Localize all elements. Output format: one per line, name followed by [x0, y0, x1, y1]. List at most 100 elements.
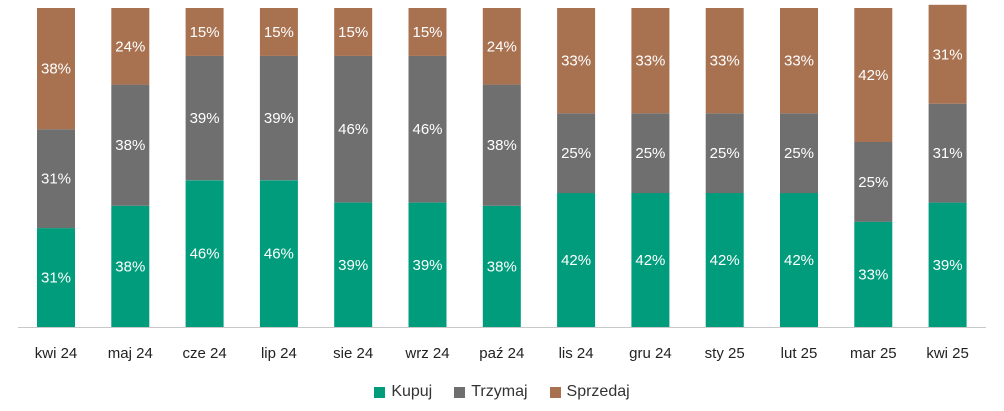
x-tick-label-4: sie 24 — [333, 345, 373, 362]
bar-segment-kupuj-8 — [631, 193, 670, 327]
x-tick-label-10: lut 25 — [781, 345, 818, 362]
data-label-kupuj-10: 42% — [784, 252, 814, 269]
bar-segment-kupuj-4 — [334, 202, 373, 327]
chart-plot-area: 31% 31% 38% 38% 38% 24% 46% 39% 15% 46% 39% 15% 39% 4… — [18, 4, 986, 362]
bar-segment-trzymaj-9 — [705, 113, 744, 194]
data-label-trzymaj-9: 25% — [710, 145, 740, 162]
legend-label-sprzedaj: Sprzedaj — [566, 383, 630, 400]
data-label-kupuj-11: 33% — [858, 266, 888, 283]
bar-segment-sprzedaj-10 — [780, 8, 818, 114]
bar-segment-kupuj-9 — [705, 193, 744, 327]
bar-segment-trzymaj-6 — [482, 84, 521, 206]
data-label-sprzedaj-11: 42% — [858, 67, 888, 84]
legend-item-sprzedaj: Sprzedaj — [549, 383, 630, 401]
data-label-sprzedaj-2: 15% — [190, 24, 220, 41]
data-label-sprzedaj-9: 33% — [710, 53, 740, 70]
bar-segment-trzymaj-1 — [111, 84, 150, 206]
data-label-sprzedaj-6: 24% — [487, 38, 517, 55]
x-tick-label-7: lis 24 — [559, 345, 594, 362]
bar-segment-trzymaj-11 — [854, 142, 893, 222]
data-label-kupuj-9: 42% — [710, 252, 740, 269]
bar-segment-trzymaj-10 — [780, 113, 818, 194]
x-tick-label-11: mar 25 — [850, 345, 897, 362]
bar-segment-trzymaj-7 — [557, 113, 596, 194]
bar-segment-trzymaj-2 — [185, 55, 224, 181]
data-label-sprzedaj-1: 24% — [115, 38, 145, 55]
data-label-sprzedaj-8: 33% — [635, 53, 665, 70]
data-label-trzymaj-7: 25% — [561, 145, 591, 162]
data-label-sprzedaj-7: 33% — [561, 53, 591, 70]
data-label-sprzedaj-5: 15% — [412, 24, 442, 41]
x-tick-label-2: cze 24 — [182, 345, 226, 362]
legend-swatch-kupuj — [374, 386, 386, 398]
data-label-trzymaj-10: 25% — [784, 145, 814, 162]
x-tick-label-12: kwi 25 — [926, 345, 969, 362]
data-label-sprzedaj-10: 33% — [784, 53, 814, 70]
data-label-sprzedaj-4: 15% — [338, 24, 368, 41]
data-label-sprzedaj-12: 31% — [933, 46, 963, 63]
data-label-trzymaj-4: 46% — [338, 121, 368, 138]
data-label-kupuj-3: 46% — [264, 246, 294, 263]
bar-segment-trzymaj-4 — [334, 55, 373, 203]
bar-segment-sprzedaj-6 — [482, 8, 521, 85]
bar-segment-sprzedaj-5 — [408, 8, 447, 56]
legend-label-kupuj: Kupuj — [391, 383, 433, 400]
bar-segment-kupuj-12 — [928, 202, 967, 327]
x-tick-label-9: sty 25 — [705, 345, 745, 362]
data-label-kupuj-8: 42% — [635, 252, 665, 269]
bar-segment-kupuj-5 — [408, 202, 447, 327]
bar-segment-sprzedaj-12 — [928, 4, 967, 104]
data-label-trzymaj-12: 31% — [933, 145, 963, 162]
data-label-trzymaj-2: 39% — [190, 110, 220, 127]
data-label-sprzedaj-3: 15% — [264, 24, 294, 41]
data-label-trzymaj-1: 38% — [115, 137, 145, 154]
bar-segment-trzymaj-3 — [259, 55, 298, 181]
bar-segment-trzymaj-5 — [408, 55, 447, 203]
x-tick-label-0: kwi 24 — [35, 345, 78, 362]
legend-swatch-sprzedaj — [549, 386, 561, 398]
data-label-trzymaj-3: 39% — [264, 110, 294, 127]
bar-segment-kupuj-6 — [482, 205, 521, 327]
legend-item-kupuj: Kupuj — [374, 383, 432, 401]
data-label-sprzedaj-0: 38% — [41, 61, 71, 78]
bar-segment-sprzedaj-7 — [557, 8, 596, 114]
bar-segment-trzymaj-8 — [631, 113, 670, 194]
bar-segment-kupuj-3 — [259, 180, 298, 327]
bar-segment-trzymaj-12 — [928, 103, 967, 203]
bar-segment-sprzedaj-3 — [259, 8, 298, 56]
data-label-kupuj-2: 46% — [190, 246, 220, 263]
legend: Kupuj Trzymaj Sprzedaj — [0, 380, 1004, 404]
data-label-trzymaj-5: 46% — [412, 121, 442, 138]
bar-segment-sprzedaj-4 — [334, 8, 373, 56]
x-tick-label-5: wrz 24 — [404, 345, 449, 362]
data-label-trzymaj-8: 25% — [635, 145, 665, 162]
legend-swatch-trzymaj — [454, 386, 466, 398]
data-label-kupuj-12: 39% — [933, 257, 963, 274]
bar-segment-kupuj-2 — [185, 180, 224, 327]
legend-item-trzymaj: Trzymaj — [454, 383, 528, 401]
bar-segment-sprzedaj-8 — [631, 8, 670, 114]
legend-label-trzymaj: Trzymaj — [471, 383, 528, 400]
data-label-trzymaj-0: 31% — [41, 171, 71, 188]
x-tick-label-8: gru 24 — [629, 345, 672, 362]
bar-segment-sprzedaj-1 — [111, 8, 150, 85]
x-tick-label-6: paź 24 — [479, 345, 524, 362]
data-label-kupuj-5: 39% — [412, 257, 442, 274]
bar-segment-sprzedaj-2 — [185, 8, 224, 56]
data-label-trzymaj-11: 25% — [858, 174, 888, 191]
bar-segment-sprzedaj-0 — [37, 8, 75, 130]
bar-segment-kupuj-7 — [557, 193, 596, 327]
bar-segment-trzymaj-0 — [37, 129, 75, 229]
bar-segment-kupuj-11 — [854, 221, 893, 327]
x-tick-label-1: maj 24 — [108, 345, 153, 362]
data-label-kupuj-6: 38% — [487, 258, 517, 275]
data-label-kupuj-4: 39% — [338, 257, 368, 274]
data-label-kupuj-0: 31% — [41, 270, 71, 287]
data-label-trzymaj-6: 38% — [487, 137, 517, 154]
data-label-kupuj-7: 42% — [561, 252, 591, 269]
bar-segment-kupuj-1 — [111, 205, 150, 327]
bar-segment-kupuj-10 — [780, 193, 818, 327]
bar-segment-sprzedaj-11 — [854, 8, 893, 142]
bar-segment-sprzedaj-9 — [705, 8, 744, 114]
